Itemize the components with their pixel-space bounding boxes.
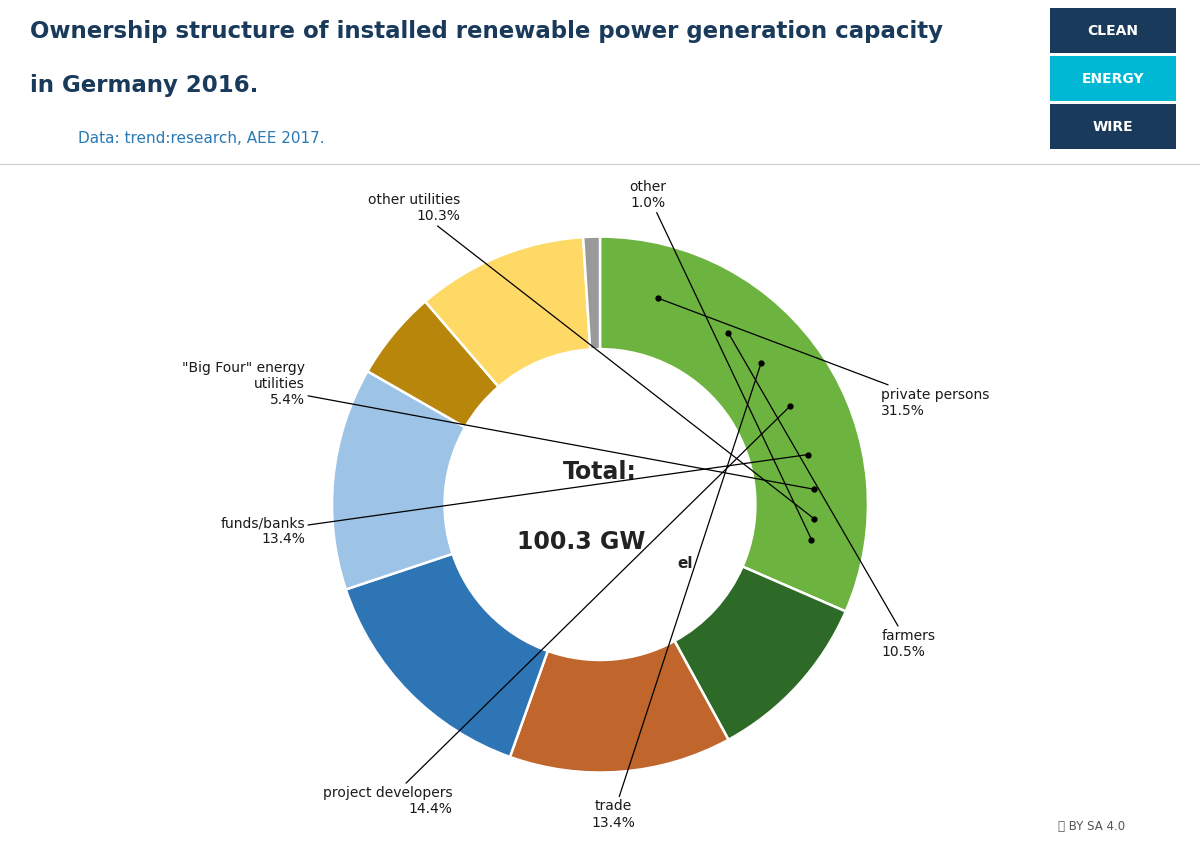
Wedge shape <box>346 554 547 757</box>
Text: Data: trend:research, AEE 2017.: Data: trend:research, AEE 2017. <box>78 131 325 146</box>
Text: Total:: Total: <box>563 460 637 484</box>
FancyBboxPatch shape <box>1050 104 1176 149</box>
Text: Ⓒ BY SA 4.0: Ⓒ BY SA 4.0 <box>1058 820 1126 833</box>
Wedge shape <box>367 302 499 427</box>
Wedge shape <box>583 237 600 349</box>
Text: other
1.0%: other 1.0% <box>630 180 811 539</box>
Wedge shape <box>600 237 868 611</box>
Text: funds/banks
13.4%: funds/banks 13.4% <box>221 455 809 546</box>
Text: "Big Four" energy
utilities
5.4%: "Big Four" energy utilities 5.4% <box>182 360 814 489</box>
Text: WIRE: WIRE <box>1093 120 1133 133</box>
Text: farmers
10.5%: farmers 10.5% <box>728 332 935 659</box>
Text: Ownership structure of installed renewable power generation capacity: Ownership structure of installed renewab… <box>30 20 943 43</box>
Wedge shape <box>510 641 728 773</box>
Wedge shape <box>332 371 466 589</box>
Text: ENERGY: ENERGY <box>1081 71 1145 86</box>
Text: CLEAN: CLEAN <box>1087 24 1139 37</box>
Text: other utilities
10.3%: other utilities 10.3% <box>368 193 814 519</box>
Text: in Germany 2016.: in Germany 2016. <box>30 75 258 98</box>
Text: trade
13.4%: trade 13.4% <box>592 363 761 829</box>
Text: el: el <box>678 556 694 571</box>
Text: 100.3 GW: 100.3 GW <box>517 530 646 554</box>
Text: project developers
14.4%: project developers 14.4% <box>323 406 791 816</box>
Text: private persons
31.5%: private persons 31.5% <box>658 298 990 418</box>
FancyBboxPatch shape <box>1050 56 1176 101</box>
FancyBboxPatch shape <box>1050 8 1176 53</box>
Wedge shape <box>425 237 590 387</box>
Wedge shape <box>674 566 846 739</box>
